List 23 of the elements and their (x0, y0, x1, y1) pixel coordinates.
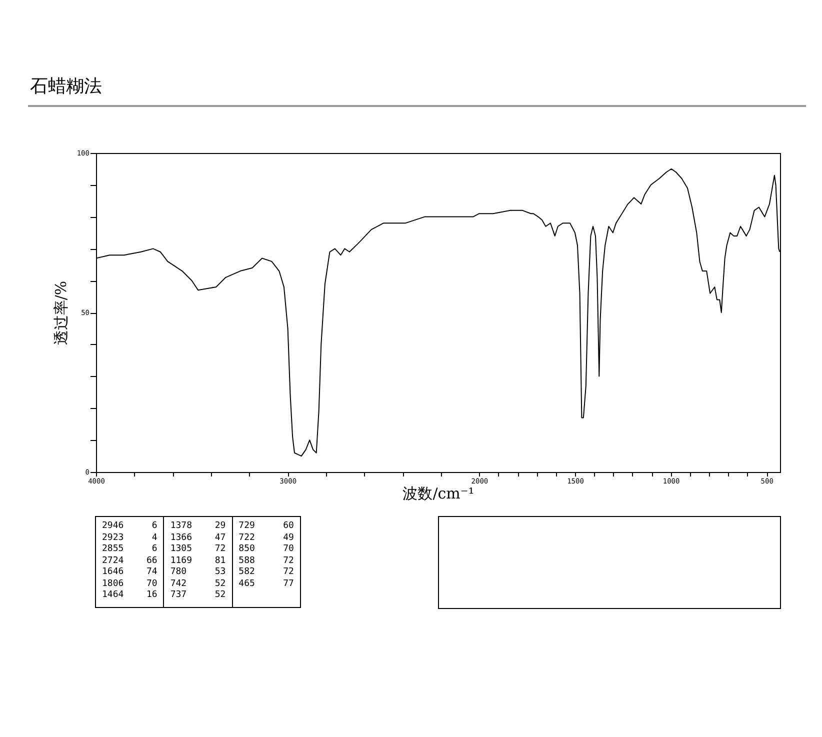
text: 780 53 (170, 567, 226, 577)
text: 742 52 (170, 578, 226, 588)
text: 1378 29 (170, 521, 226, 531)
y-axis-title: 透过率/% (52, 280, 70, 346)
text: 729 60 (238, 521, 294, 531)
text: 1646 74 (102, 567, 158, 577)
text: 1464 16 (102, 590, 158, 600)
text: 1806 70 (102, 578, 158, 588)
text: 737 52 (170, 590, 226, 600)
text: 2946 6 (102, 521, 158, 531)
text: 2923 4 (102, 532, 158, 542)
text: 582 72 (238, 567, 294, 577)
text: 2855 6 (102, 544, 158, 554)
text: 1169 81 (170, 556, 226, 566)
x-axis-title: 波数/cm⁻¹ (402, 484, 474, 502)
text: 2724 66 (102, 556, 158, 566)
text: 1366 47 (170, 532, 226, 542)
text: 722 49 (238, 532, 294, 542)
text: 588 72 (238, 556, 294, 566)
text: 850 70 (238, 544, 294, 554)
chart-title: 石蜡糊法 (30, 75, 102, 98)
text: 465 77 (238, 578, 294, 588)
text: 1305 72 (170, 544, 226, 554)
